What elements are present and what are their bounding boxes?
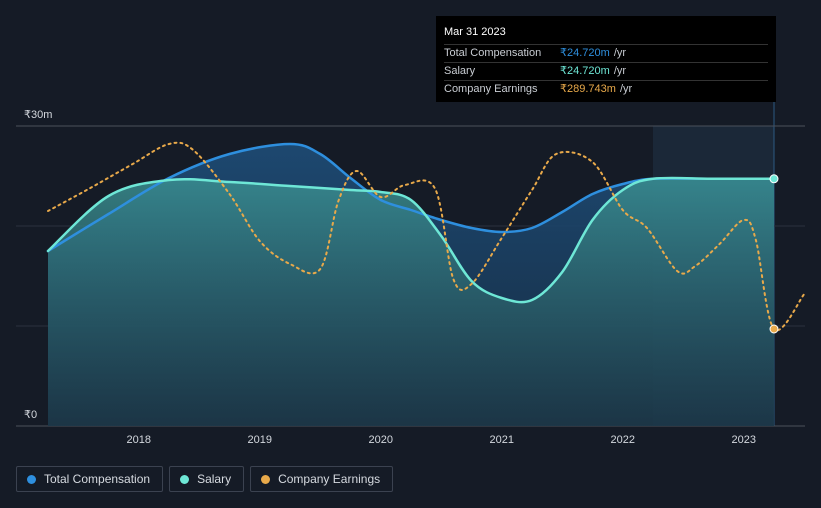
legend-item-salary[interactable]: Salary [169,466,245,492]
tooltip-unit: /yr [613,47,627,59]
legend-dot-icon [27,474,36,484]
legend-label: Salary [197,472,232,486]
legend-dot-icon [180,474,190,484]
x-axis-tick-label: 2022 [611,434,635,446]
tooltip-value: ₹24.720m [560,47,610,59]
x-axis-tick-label: 2023 [732,434,756,446]
y-axis-label-bottom: ₹0 [24,409,37,421]
company-earnings-marker [769,324,779,334]
company-earnings-line [47,141,806,332]
tooltip-value: ₹24.720m [560,65,610,77]
tooltip-label: Salary [444,65,476,77]
total-compensation-line [46,142,776,253]
legend-item-total-compensation[interactable]: Total Compensation [16,466,164,492]
tooltip-label: Total Compensation [444,47,542,59]
tooltip-unit: /yr [613,65,627,77]
legend-item-company-earnings[interactable]: Company Earnings [250,466,394,492]
legend-label: Company Earnings [278,472,381,486]
tooltip-panel: Mar 31 2023 Total Compensation ₹24.720m … [436,16,776,102]
tooltip-value: ₹289.743m [560,83,616,95]
salary-line [46,176,776,304]
chart-legend: Total Compensation Salary Company Earnin… [16,466,394,492]
x-axis-tick-label: 2021 [490,434,514,446]
legend-label: Total Compensation [44,472,151,486]
salary-marker [769,174,779,184]
tooltip-unit: /yr [619,83,633,95]
y-axis-label-top: ₹30m [24,109,52,121]
legend-dot-icon [261,474,271,484]
x-axis-tick-label: 2019 [248,434,272,446]
salary-area [48,177,774,426]
x-axis-tick-label: 2020 [369,434,393,446]
x-axis-tick-label: 2018 [127,434,151,446]
tooltip-row-salary: Salary ₹24.720m /yr [444,62,768,80]
tooltip-date: Mar 31 2023 [444,26,506,38]
tooltip-label: Company Earnings [444,83,538,95]
tooltip-row-total: Total Compensation ₹24.720m /yr [444,44,768,62]
tooltip-row-earnings: Company Earnings ₹289.743m /yr [444,80,768,98]
